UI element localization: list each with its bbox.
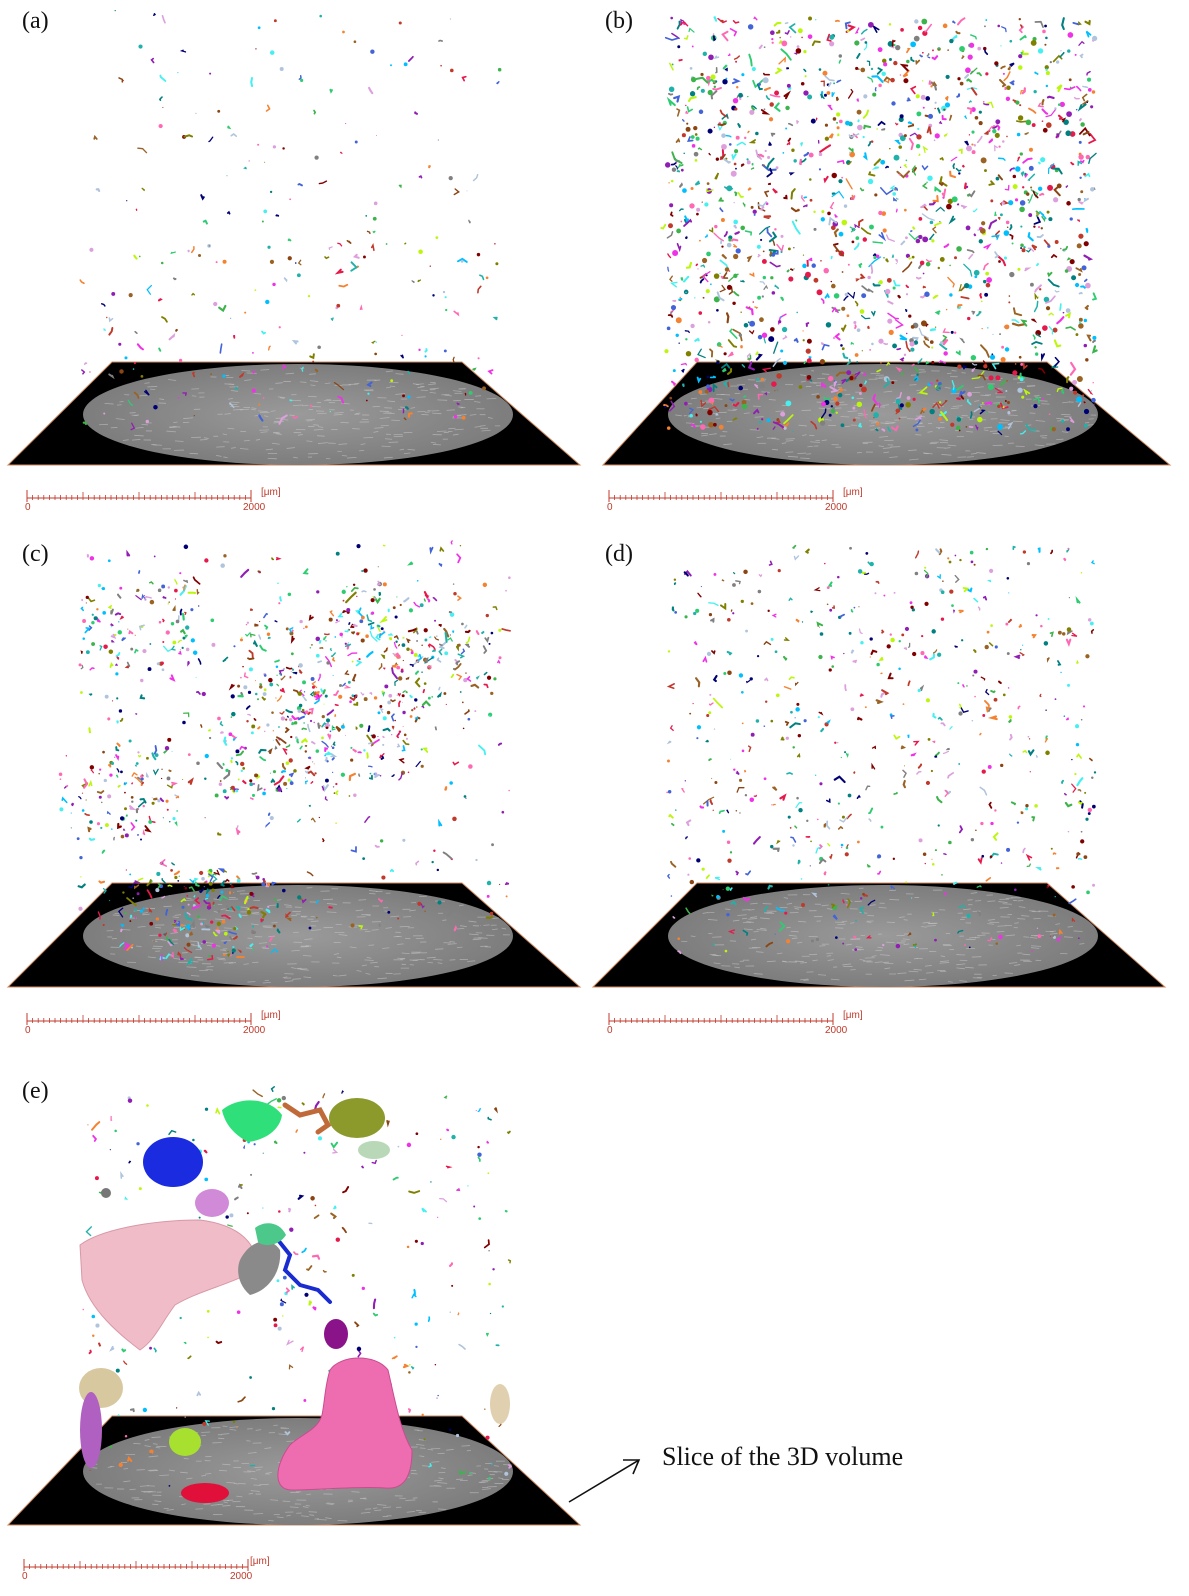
- scale-unit: [μm]: [261, 487, 281, 498]
- scale-unit: [μm]: [250, 1556, 270, 1567]
- panel-c: (c) [μm] 0 2000: [0, 535, 590, 1055]
- scale-start: 0: [25, 502, 31, 513]
- render-3d-view: [0, 535, 590, 995]
- render-3d-view: [0, 1070, 590, 1550]
- scale-start: 0: [22, 1571, 28, 1582]
- scale-end: 2000: [243, 1025, 266, 1036]
- scale-bar: [μm] 0 2000: [607, 1005, 907, 1045]
- panel-b: (b) [μm] 0 2000: [585, 0, 1175, 520]
- scale-bar: [μm] 0 2000: [25, 1005, 325, 1045]
- scale-end: 2000: [825, 1025, 848, 1036]
- annotation-label: Slice of the 3D volume: [662, 1442, 903, 1472]
- scale-bar: [μm] 0 2000: [25, 482, 325, 522]
- scale-start: 0: [607, 1025, 613, 1036]
- scale-unit: [μm]: [261, 1010, 281, 1021]
- render-3d-view: [585, 0, 1175, 470]
- render-3d-view: [585, 535, 1175, 995]
- scale-start: 0: [25, 1025, 31, 1036]
- scale-end: 2000: [825, 502, 848, 513]
- scale-start: 0: [607, 502, 613, 513]
- scale-end: 2000: [243, 502, 266, 513]
- panel-a: (a) [μm] 0 2000: [0, 0, 590, 520]
- scale-unit: [μm]: [843, 1010, 863, 1021]
- scale-end: 2000: [230, 1571, 253, 1582]
- panel-d: (d) [μm] 0 2000: [585, 535, 1175, 1055]
- arrow-icon: [565, 1450, 665, 1510]
- scale-unit: [μm]: [843, 487, 863, 498]
- scale-bar: [μm] 0 2000: [22, 1551, 322, 1591]
- scale-bar: [μm] 0 2000: [607, 482, 907, 522]
- render-3d-view: [0, 0, 590, 470]
- panel-e: (e) Slice of the 3D volume [μm] 0 2000: [0, 1070, 1189, 1593]
